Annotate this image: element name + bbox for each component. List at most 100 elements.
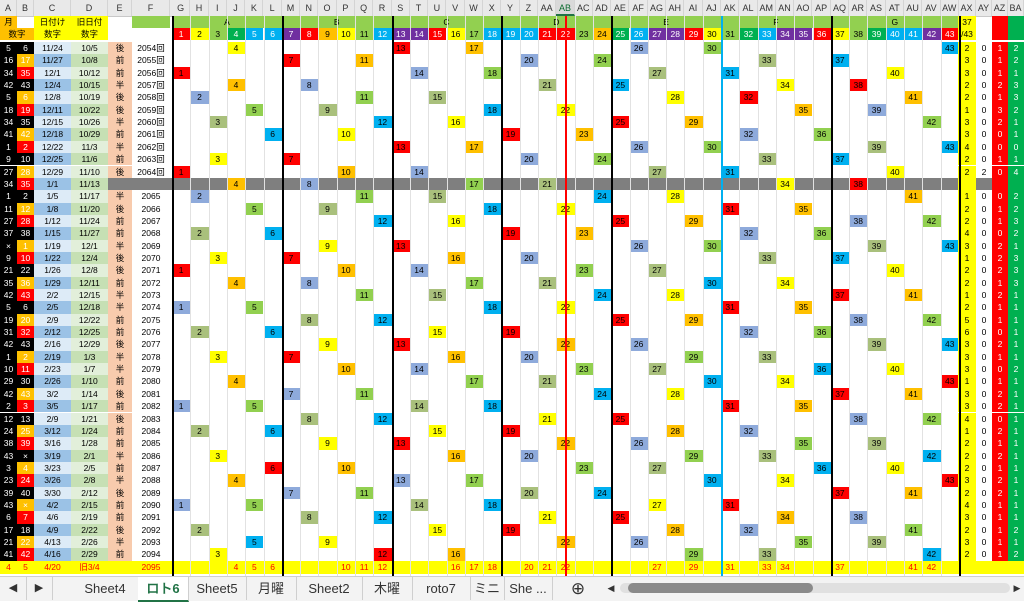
number-hit-cell[interactable]: 2 — [190, 91, 209, 104]
number-hit-cell[interactable]: 26 — [629, 42, 648, 55]
number-hit-cell[interactable]: 40 — [885, 165, 904, 178]
row-date[interactable]: 2/19 — [34, 350, 71, 364]
number-hit-cell[interactable]: 16 — [446, 251, 465, 265]
number-hit-cell[interactable]: 38 — [849, 79, 868, 92]
number-hit-cell[interactable]: 12 — [373, 412, 392, 425]
row-half-flag[interactable]: 半 — [108, 536, 132, 549]
header-number-27[interactable]: 27 — [647, 28, 667, 40]
number-hit-cell[interactable]: 14 — [409, 264, 429, 277]
row-month-b[interactable]: 18 — [17, 523, 34, 536]
right-count-cell[interactable]: 2 — [958, 202, 976, 215]
row-draw-number[interactable]: 2065 — [141, 191, 161, 202]
summary-value[interactable]: 34 — [775, 560, 795, 574]
number-hit-cell[interactable]: 8 — [300, 313, 319, 327]
right-count-cell[interactable]: 1 — [1008, 424, 1024, 438]
group-header-c[interactable]: C — [391, 16, 502, 28]
summary-a[interactable]: 4 — [0, 560, 17, 574]
row-draw-number[interactable]: 2070 — [141, 252, 161, 263]
right-count-cell[interactable]: 1 — [1008, 116, 1024, 129]
number-hit-cell[interactable]: 17 — [464, 474, 484, 487]
row-old-date[interactable]: 2/15 — [71, 498, 108, 512]
row-old-date[interactable]: 12/22 — [71, 313, 108, 327]
row-month-a[interactable]: 43 — [0, 498, 17, 512]
row-month-a[interactable]: 6 — [0, 511, 17, 524]
number-hit-cell[interactable]: 36 — [812, 326, 831, 339]
header-ay-sub[interactable]: /43 — [958, 28, 976, 40]
number-hit-cell[interactable]: 38 — [849, 177, 868, 191]
row-old-date[interactable]: 1/21 — [71, 412, 108, 425]
number-hit-cell[interactable]: 16 — [446, 350, 465, 364]
right-count-cell[interactable]: 0 — [981, 43, 987, 53]
sheet-tab[interactable]: 月曜 — [246, 577, 297, 600]
number-hit-cell[interactable]: 41 — [904, 91, 923, 104]
row-draw-number[interactable]: 2063回 — [137, 154, 165, 165]
number-hit-cell[interactable]: 29 — [684, 548, 703, 561]
right-count-cell[interactable]: 0 — [981, 228, 987, 239]
column-header-m[interactable]: M — [282, 0, 301, 16]
number-hit-cell[interactable]: 41 — [904, 486, 923, 499]
row-month-a[interactable]: 43 — [0, 449, 17, 462]
number-hit-cell[interactable]: 27 — [647, 363, 667, 376]
number-hit-cell[interactable]: 41 — [904, 289, 923, 302]
row-month-a[interactable]: 34 — [0, 116, 17, 129]
row-month-a[interactable]: 31 — [0, 326, 17, 339]
number-hit-cell[interactable]: 3 — [208, 350, 227, 364]
number-hit-cell[interactable]: 27 — [647, 264, 667, 277]
header-az[interactable] — [992, 16, 1008, 40]
header-number-12[interactable]: 12 — [373, 28, 392, 40]
row-month-b[interactable]: 4 — [17, 461, 34, 475]
column-header-y[interactable]: Y — [501, 0, 520, 16]
row-month-a[interactable]: 42 — [0, 338, 17, 351]
column-header-o[interactable]: O — [318, 0, 337, 16]
row-date[interactable]: 11/24 — [34, 42, 71, 55]
number-hit-cell[interactable]: 11 — [355, 54, 374, 67]
number-hit-cell[interactable]: 5 — [245, 498, 264, 512]
right-count-cell[interactable]: 0 — [981, 376, 987, 387]
right-count-cell[interactable]: 3 — [1008, 79, 1024, 92]
header-olddate-label[interactable]: 旧日付 — [71, 16, 108, 28]
right-count-cell[interactable]: 1 — [1008, 437, 1024, 450]
row-month-b[interactable]: × — [17, 449, 34, 462]
number-hit-cell[interactable]: 9 — [318, 437, 337, 450]
right-count-cell[interactable]: 2 — [1008, 103, 1024, 117]
number-hit-cell[interactable]: 23 — [574, 461, 593, 475]
number-hit-cell[interactable]: 19 — [501, 523, 520, 536]
sheet-tab[interactable]: ミニ — [470, 577, 505, 600]
right-count-cell[interactable]: 1 — [1008, 486, 1024, 499]
right-count-cell[interactable]: 1 — [992, 375, 1008, 388]
right-count-cell[interactable]: 0 — [981, 499, 987, 510]
right-count-cell[interactable]: 1 — [1008, 498, 1024, 512]
row-month-a[interactable]: 21 — [0, 264, 17, 277]
row-half-flag[interactable]: 前 — [108, 128, 132, 141]
number-hit-cell[interactable]: 30 — [702, 375, 721, 388]
right-count-cell[interactable]: 4 — [958, 140, 976, 154]
row-month-a[interactable]: 12 — [0, 412, 17, 425]
column-header-af[interactable]: AF — [630, 0, 648, 16]
header-number-23[interactable]: 23 — [574, 28, 593, 40]
header-digit-label-1[interactable]: 数字 — [0, 28, 34, 40]
row-month-b[interactable]: 20 — [17, 313, 34, 327]
row-date[interactable]: 4/9 — [34, 523, 71, 536]
row-date[interactable]: 12/18 — [34, 128, 71, 141]
right-count-cell[interactable]: 3 — [1008, 264, 1024, 277]
number-hit-cell[interactable]: 23 — [574, 264, 593, 277]
right-count-cell[interactable]: 0 — [981, 413, 987, 424]
header-number-9[interactable]: 9 — [318, 28, 337, 40]
row-old-date[interactable]: 2/12 — [71, 486, 108, 499]
summary-old-date[interactable]: 旧3/4 — [71, 560, 108, 574]
right-count-cell[interactable]: 1 — [992, 350, 1008, 364]
header-number-11[interactable]: 11 — [355, 28, 374, 40]
right-count-cell[interactable]: 4 — [958, 227, 976, 240]
right-count-cell[interactable]: 2 — [992, 116, 1008, 129]
right-count-cell[interactable]: 1 — [992, 54, 1008, 67]
add-sheet-button[interactable]: ⊕ — [570, 579, 586, 598]
number-hit-cell[interactable]: 30 — [702, 239, 721, 252]
column-header-ah[interactable]: AH — [666, 0, 685, 16]
row-month-b[interactable]: 19 — [17, 103, 34, 117]
number-hit-cell[interactable]: 24 — [592, 54, 612, 67]
row-month-a[interactable]: 41 — [0, 128, 17, 141]
number-hit-cell[interactable]: 18 — [483, 301, 502, 314]
number-hit-cell[interactable]: 1 — [172, 301, 191, 314]
row-old-date[interactable]: 10/8 — [71, 54, 108, 67]
number-hit-cell[interactable]: 38 — [849, 412, 868, 425]
